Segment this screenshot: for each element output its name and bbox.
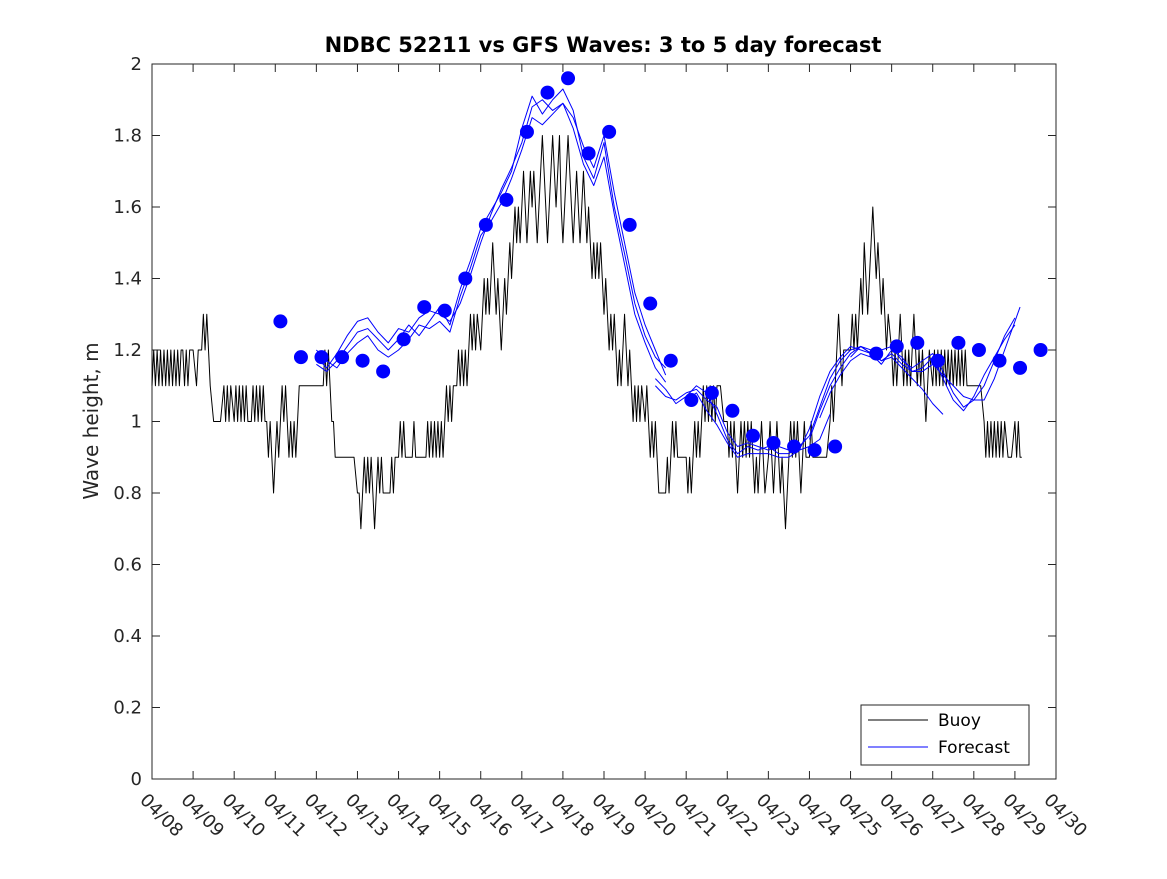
y-tick-label: 1 [131, 412, 142, 433]
forecast-marker [869, 346, 884, 361]
legend: Buoy Forecast [860, 704, 1030, 766]
forecast-marker [828, 439, 843, 454]
y-tick-label: 0.2 [113, 698, 142, 719]
y-tick-label: 2 [131, 54, 142, 75]
y-tick-label: 1.4 [113, 269, 142, 290]
forecast-marker [643, 296, 658, 311]
forecast-marker [725, 403, 740, 418]
legend-buoy-label: Buoy [938, 711, 981, 731]
forecast-marker [314, 350, 329, 365]
forecast-marker [396, 332, 411, 347]
forecast-marker [766, 435, 781, 450]
y-tick-label: 0.4 [113, 626, 142, 647]
forecast-marker [417, 300, 432, 315]
forecast-marker [335, 350, 350, 365]
forecast-marker [745, 428, 760, 443]
y-axis-label: Wave height, m [79, 342, 103, 499]
buoy-line [151, 135, 1022, 530]
forecast-line [315, 99, 667, 376]
forecast-marker [478, 217, 493, 232]
chart-title: NDBC 52211 vs GFS Waves: 3 to 5 day fore… [325, 33, 882, 57]
forecast-marker [437, 303, 452, 318]
forecast-marker [622, 217, 637, 232]
forecast-marker [663, 353, 678, 368]
forecast-marker [540, 85, 555, 100]
y-tick-label: 1.6 [113, 197, 142, 218]
forecast-marker [273, 314, 288, 329]
forecast-marker [1013, 360, 1028, 375]
forecast-marker [951, 335, 966, 350]
forecast-line [316, 88, 667, 372]
y-tick-label: 0.8 [113, 483, 142, 504]
forecast-marker [355, 353, 370, 368]
forecast-marker [889, 339, 904, 354]
forecast-line [654, 385, 831, 451]
forecast-marker [992, 353, 1007, 368]
y-tick-label: 0 [131, 769, 142, 790]
forecast-line [819, 317, 1016, 419]
forecast-marker [519, 124, 534, 139]
forecast-marker [293, 350, 308, 365]
forecast-marker [458, 271, 473, 286]
y-tick-label: 1.2 [113, 340, 142, 361]
y-tick-label: 1.8 [113, 126, 142, 147]
forecast-line [685, 345, 944, 458]
forecast-marker [704, 385, 719, 400]
forecast-marker [684, 393, 699, 408]
y-tick-label: 0.6 [113, 555, 142, 576]
forecast-marker [581, 146, 596, 161]
forecast-marker [910, 335, 925, 350]
forecast-line [808, 306, 1021, 440]
forecast-marker [807, 443, 822, 458]
legend-forecast-label: Forecast [938, 738, 1010, 758]
forecast-marker [971, 343, 986, 357]
legend-box [860, 704, 1030, 766]
forecast-marker [561, 71, 576, 86]
forecast-marker [1033, 343, 1048, 357]
forecast-marker [602, 124, 617, 139]
forecast-marker [787, 439, 802, 454]
forecast-marker [930, 353, 945, 368]
forecast-marker [499, 192, 514, 207]
forecast-marker [376, 364, 391, 379]
